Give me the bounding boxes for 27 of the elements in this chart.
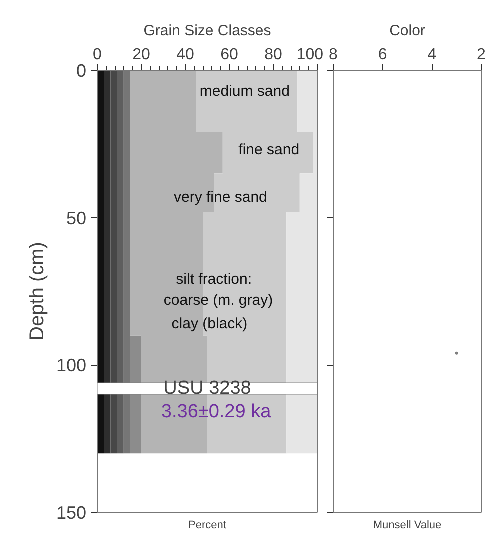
- y-tick-label: 100: [56, 356, 87, 376]
- band-label: USU 3238: [164, 378, 252, 400]
- annotation: medium sand: [200, 82, 290, 100]
- y-tick-label: 50: [66, 208, 87, 228]
- annotation: coarse (m. gray): [164, 292, 274, 309]
- x-tick-label: 2: [477, 46, 486, 64]
- x-axis-title: Percent: [188, 520, 226, 532]
- x-tick-label: 40: [176, 46, 194, 64]
- x-axis-title: Munsell Value: [373, 520, 442, 532]
- x-tick-label: 8: [329, 46, 338, 64]
- chart-title: Color: [390, 22, 426, 40]
- y-tick-label: 0: [76, 61, 87, 81]
- chart-title: Grain Size Classes: [144, 22, 272, 40]
- annotation: fine sand: [238, 142, 300, 159]
- x-tick-label: 80: [264, 46, 282, 64]
- x-tick-label: 0: [93, 46, 102, 64]
- x-tick-label: 20: [132, 46, 150, 64]
- x-tick-label: 60: [220, 46, 238, 64]
- annotation: 3.36±0.29 ka: [161, 402, 272, 423]
- y-tick-label: 150: [56, 503, 87, 523]
- x-tick-label: 4: [428, 46, 437, 64]
- annotation: clay (black): [172, 315, 248, 332]
- annotation: silt fraction:: [176, 271, 252, 288]
- annotation: very fine sand: [174, 188, 268, 206]
- x-tick-label: 6: [378, 46, 388, 64]
- y-axis-title: Depth (cm): [26, 242, 48, 341]
- x-tick-label: 100: [296, 46, 324, 64]
